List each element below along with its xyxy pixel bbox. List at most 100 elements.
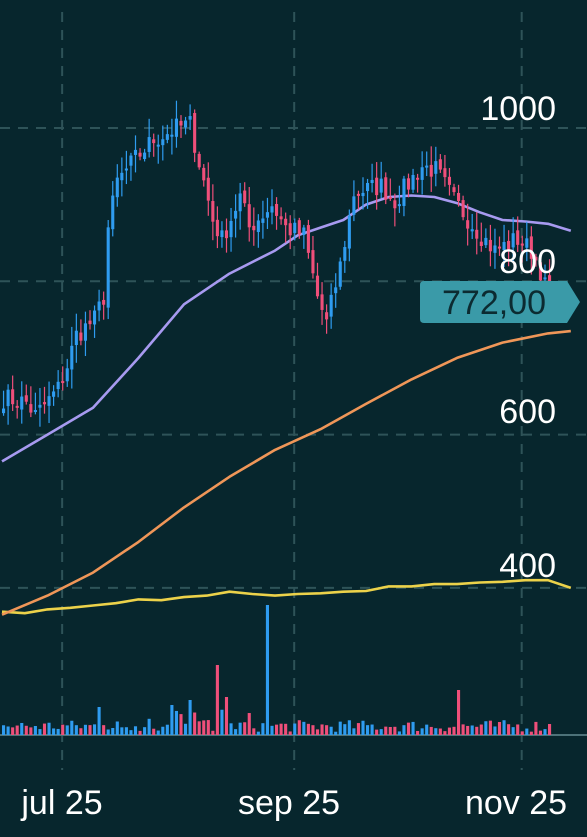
candle xyxy=(133,135,138,173)
candle-body xyxy=(438,159,442,170)
candle xyxy=(452,183,456,196)
candle xyxy=(215,206,219,249)
candle-body xyxy=(6,389,10,407)
candle-body xyxy=(97,301,101,311)
last-price-value: 772,00 xyxy=(442,284,546,322)
candle-body xyxy=(179,120,183,126)
candle-body xyxy=(143,152,147,160)
candle-body xyxy=(174,118,178,137)
volume-bar xyxy=(325,725,329,735)
candle-body xyxy=(61,381,65,384)
candle xyxy=(197,151,201,170)
candle xyxy=(343,240,347,273)
volume-bar xyxy=(193,712,197,735)
volume-bar xyxy=(484,721,488,735)
candle xyxy=(88,310,92,330)
candle xyxy=(447,168,451,196)
candle xyxy=(375,162,379,210)
volume-bar xyxy=(179,714,183,735)
candle xyxy=(457,184,461,207)
candle-body xyxy=(24,395,28,402)
candle xyxy=(179,115,183,138)
volume-bar xyxy=(215,665,219,735)
candle-body xyxy=(70,345,74,370)
ma-base-line xyxy=(1,578,572,615)
candle-body xyxy=(425,165,429,168)
candle-body xyxy=(215,219,219,237)
candle-body xyxy=(338,261,342,287)
candle-body xyxy=(520,243,524,246)
candle-body xyxy=(447,176,451,185)
candle xyxy=(111,181,115,237)
volume-bar xyxy=(288,731,292,735)
candle xyxy=(206,162,210,216)
candle-body xyxy=(15,405,19,408)
volume-bar xyxy=(238,722,242,735)
candle-body xyxy=(261,218,265,223)
candle xyxy=(11,375,15,411)
candle-body xyxy=(493,245,497,253)
volume-bar xyxy=(115,721,119,735)
candle-body xyxy=(93,310,97,325)
candle xyxy=(425,151,429,177)
candle xyxy=(297,217,301,239)
candle xyxy=(120,157,124,197)
volume-bar xyxy=(138,730,142,735)
candle xyxy=(261,200,265,239)
candle xyxy=(275,197,279,230)
candle-body xyxy=(193,113,197,153)
candle xyxy=(347,209,351,262)
candle-body xyxy=(361,192,365,197)
candle xyxy=(106,220,110,320)
candle-body xyxy=(466,220,470,229)
last-price-tag-shape xyxy=(420,281,580,323)
y-tick-label-600: 600 xyxy=(499,393,556,431)
candle-body xyxy=(470,229,474,232)
candle-body xyxy=(129,155,133,166)
candle xyxy=(124,150,128,185)
candle-body xyxy=(102,299,106,305)
candle xyxy=(252,207,256,246)
candle-body xyxy=(33,410,37,413)
candle-body xyxy=(265,212,269,218)
volume-bar xyxy=(11,727,15,735)
candle xyxy=(24,384,28,405)
volume-bar xyxy=(83,724,87,735)
candle xyxy=(147,118,151,158)
candle xyxy=(315,262,320,299)
candle-body xyxy=(543,277,547,280)
candle xyxy=(6,384,10,425)
candle-body xyxy=(420,167,424,180)
candle xyxy=(156,134,160,164)
volume-bar xyxy=(188,700,192,735)
volume-bar xyxy=(543,729,547,735)
candle xyxy=(329,283,333,329)
candle xyxy=(479,222,483,252)
candle-body xyxy=(302,227,306,235)
volume-bar xyxy=(265,605,269,735)
candle xyxy=(256,214,260,248)
candles xyxy=(2,100,552,427)
volume-bar xyxy=(534,721,538,735)
volume-bar xyxy=(38,729,42,735)
candle xyxy=(525,221,529,262)
y-axis: 1000 800 600 400 xyxy=(480,90,556,585)
volume-bar xyxy=(379,729,383,735)
volume-bar xyxy=(229,723,233,735)
candle-body xyxy=(379,178,383,193)
candle-body xyxy=(306,225,310,253)
candle xyxy=(484,228,488,248)
candle-body xyxy=(115,177,119,198)
candle xyxy=(61,366,65,391)
candle xyxy=(42,386,47,414)
candle-body xyxy=(375,177,379,196)
candle-body xyxy=(42,402,47,405)
volume-bar xyxy=(479,724,483,735)
volume-bar xyxy=(375,729,379,735)
volume-bar xyxy=(411,721,415,735)
volume-bar xyxy=(102,725,106,735)
volume-bar xyxy=(97,707,101,735)
candle-body xyxy=(397,204,401,207)
